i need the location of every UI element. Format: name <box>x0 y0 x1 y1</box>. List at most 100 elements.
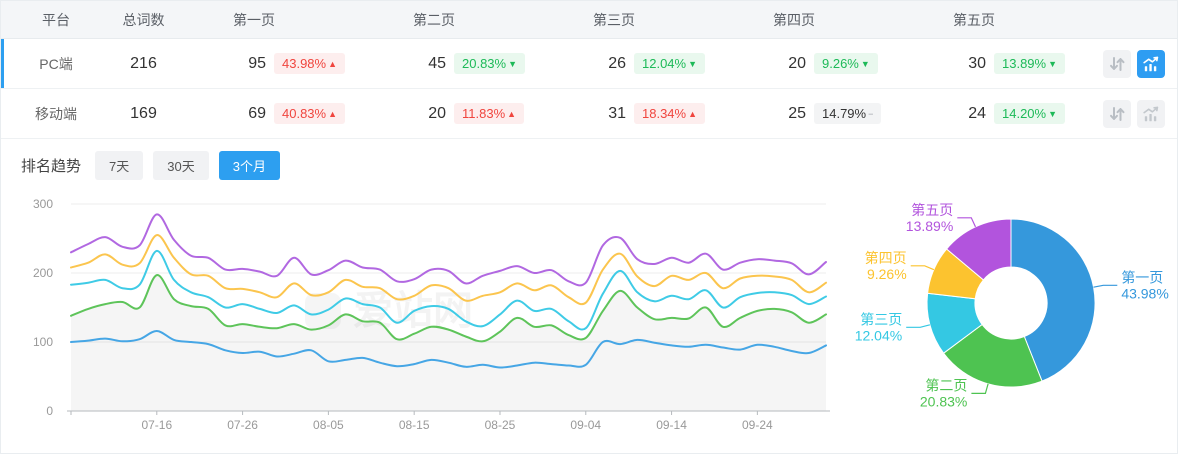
donut-label-name: 第一页 <box>1121 269 1163 285</box>
page-stat-cell: 69 40.83% ▲ <box>196 103 376 124</box>
trend-tab-3个月[interactable]: 3个月 <box>218 151 280 180</box>
label-leader-line <box>910 265 935 271</box>
pct-change-badge: 13.89% ▼ <box>994 53 1066 74</box>
column-header-page1: 第一页 <box>233 11 275 28</box>
pct-change-badge: 14.20% ▼ <box>994 103 1066 124</box>
compare-button[interactable] <box>1103 99 1131 128</box>
sort-arrows-icon <box>1110 56 1125 71</box>
total-words-value: 169 <box>130 104 157 122</box>
row-actions <box>1096 49 1177 78</box>
y-axis-tick-label: 200 <box>33 266 53 280</box>
table-row[interactable]: PC端 216 95 43.98% ▲ 45 20.83% ▼ 26 12.04% ▼… <box>1 39 1177 89</box>
table-header: 平台 总词数 第一页 第二页 第三页 第四页 第五页 <box>1 1 1177 39</box>
up-indicator-icon: ▲ <box>507 109 517 119</box>
column-header-page5: 第五页 <box>953 11 995 28</box>
donut-label-pct: 12.04% <box>855 327 902 343</box>
down-indicator-icon: ▼ <box>1048 59 1058 69</box>
up-indicator-icon: ▲ <box>688 109 698 119</box>
flat-indicator-icon: − <box>868 109 874 119</box>
donut-label-pct: 20.83% <box>920 393 967 409</box>
down-indicator-icon: ▼ <box>860 59 870 69</box>
trend-tab-30天[interactable]: 30天 <box>153 151 209 180</box>
x-axis-tick-label: 08-15 <box>399 418 430 432</box>
donut-label-name: 第五页 <box>911 202 953 218</box>
pct-change-badge: 40.83% ▲ <box>274 103 346 124</box>
line-series-第五页 <box>70 213 827 287</box>
table-body: PC端 216 95 43.98% ▲ 45 20.83% ▼ 26 12.04% ▼… <box>1 39 1177 139</box>
pct-change-badge: 20.83% ▼ <box>454 53 526 74</box>
page-count: 30 <box>968 54 986 72</box>
column-header-page2: 第二页 <box>413 11 455 28</box>
pct-change-badge: 18.34% ▲ <box>634 103 706 124</box>
donut-label-pct: 13.89% <box>906 218 953 234</box>
x-axis-tick-label: 08-05 <box>313 418 344 432</box>
column-header-page4: 第四页 <box>773 11 815 28</box>
page-stat-cell: 30 13.89% ▼ <box>916 53 1096 74</box>
trend-period-tabs: 7天 30天 3个月 <box>95 151 290 180</box>
x-axis-tick-label: 07-16 <box>141 418 172 432</box>
trend-chart-icon <box>1143 106 1159 121</box>
row-actions <box>1096 99 1177 128</box>
up-indicator-icon: ▲ <box>328 109 338 119</box>
page-stat-cell: 26 12.04% ▼ <box>556 53 736 74</box>
donut-slice-第二页 <box>942 323 1043 388</box>
page-count: 26 <box>608 54 626 72</box>
trend-chart-button[interactable] <box>1137 99 1165 128</box>
line-series-第三页 <box>70 249 827 331</box>
area-fill-第二页 <box>71 275 826 411</box>
line-series-第四页 <box>70 234 827 306</box>
y-axis-tick-label: 0 <box>46 404 53 418</box>
page-stat-cell: 20 9.26% ▼ <box>736 53 916 74</box>
trend-chart-button[interactable] <box>1137 49 1165 78</box>
pct-change-badge: 9.26% ▼ <box>814 53 878 74</box>
page-count: 20 <box>428 104 446 122</box>
down-indicator-icon: ▼ <box>688 59 698 69</box>
total-words-value: 216 <box>130 54 157 72</box>
pct-change-badge: 14.79% − <box>814 103 882 124</box>
label-leader-line <box>1093 284 1118 288</box>
x-axis-tick-label: 09-24 <box>742 418 773 432</box>
donut-slice-第一页 <box>1010 218 1096 382</box>
page-count: 24 <box>968 104 986 122</box>
page-count: 31 <box>608 104 626 122</box>
down-indicator-icon: ▼ <box>508 59 518 69</box>
up-indicator-icon: ▲ <box>328 59 338 69</box>
page-stat-cell: 20 11.83% ▲ <box>376 103 556 124</box>
sort-arrows-icon <box>1110 106 1125 121</box>
label-leader-line <box>906 324 931 328</box>
line-series-第一页 <box>70 329 827 369</box>
page-stat-cell: 95 43.98% ▲ <box>196 53 376 74</box>
x-axis-tick-label: 07-26 <box>227 418 258 432</box>
line-series-第二页 <box>70 274 827 343</box>
page-stat-cell: 45 20.83% ▼ <box>376 53 556 74</box>
x-axis-tick-label: 08-25 <box>485 418 516 432</box>
y-axis-tick-label: 100 <box>33 335 53 349</box>
donut-label-pct: 9.26% <box>867 266 907 282</box>
column-header-page3: 第三页 <box>593 11 635 28</box>
page-stat-cell: 25 14.79% − <box>736 103 916 124</box>
donut-slice-第五页 <box>945 218 1012 281</box>
column-header-total: 总词数 <box>122 11 165 28</box>
platform-label: 移动端 <box>35 105 77 122</box>
page-stat-cell: 24 14.20% ▼ <box>916 103 1096 124</box>
trend-section-title: 排名趋势 <box>21 158 82 175</box>
table-row[interactable]: 移动端 169 69 40.83% ▲ 20 11.83% ▲ 31 18.34% ▲… <box>1 89 1177 139</box>
pct-change-badge: 11.83% ▲ <box>454 103 525 124</box>
compare-button[interactable] <box>1103 49 1131 78</box>
donut-label-name: 第三页 <box>860 311 902 327</box>
y-axis-tick-label: 300 <box>33 197 53 211</box>
label-leader-line <box>971 383 989 394</box>
platform-label: PC端 <box>39 55 73 72</box>
trend-chart-icon <box>1143 56 1159 71</box>
trend-tab-7天[interactable]: 7天 <box>95 151 144 180</box>
pct-change-badge: 43.98% ▲ <box>274 53 346 74</box>
donut-label-name: 第二页 <box>925 377 967 393</box>
x-axis-tick-label: 09-14 <box>656 418 687 432</box>
x-axis-tick-label: 09-04 <box>570 418 601 432</box>
page-count: 45 <box>428 54 446 72</box>
label-leader-line <box>957 217 977 228</box>
pct-change-badge: 12.04% ▼ <box>634 53 706 74</box>
